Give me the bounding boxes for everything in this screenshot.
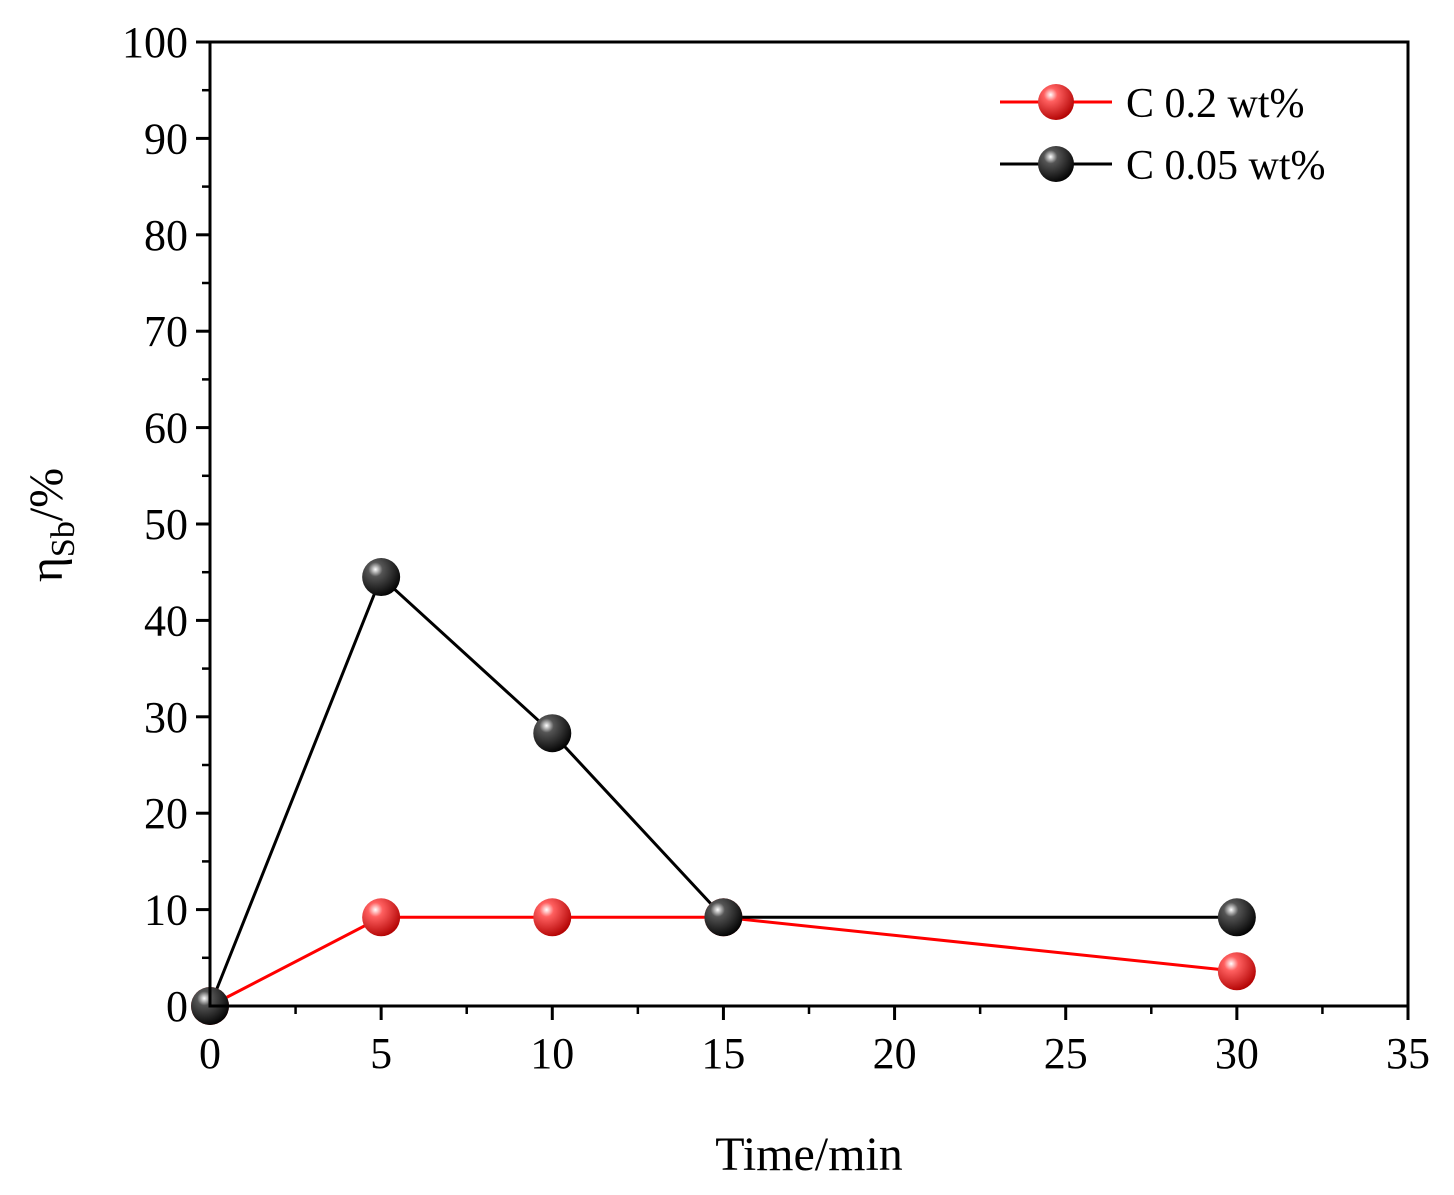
legend-item-c02: C 0.2 wt% [1000,81,1305,127]
series-line-c005 [208,574,1237,1007]
y-axis-title-sub: Sb [45,521,82,557]
series-layer [191,558,1256,1025]
y-tick-label: 70 [144,307,188,356]
y-tick-label: 20 [144,789,188,838]
y-axis-ticks: 0 10 20 30 40 50 60 70 80 90 100 [122,18,210,1031]
data-point-c005 [362,558,401,597]
y-tick-label: 40 [144,596,188,645]
y-tick-label: 60 [144,404,188,453]
legend-label-c02: C 0.2 wt% [1126,81,1305,127]
data-point-c005 [704,898,743,937]
data-point-c02 [362,898,401,937]
x-tick-label: 35 [1386,1029,1430,1078]
x-tick-label: 5 [370,1029,392,1078]
legend-marker-c02 [1038,84,1074,120]
y-tick-label: 90 [144,114,188,163]
x-tick-label: 0 [199,1029,221,1078]
x-tick-label: 15 [701,1029,745,1078]
x-tick-label: 25 [1044,1029,1088,1078]
legend-label-c005: C 0.05 wt% [1126,143,1326,189]
y-tick-label: 30 [144,693,188,742]
data-point-c02 [533,898,572,937]
y-tick-label: 10 [144,886,188,935]
x-tick-label: 30 [1215,1029,1259,1078]
plot-frame [208,40,1410,1008]
data-point-c005 [533,714,572,753]
x-tick-label: 20 [873,1029,917,1078]
legend: C 0.2 wt% C 0.05 wt% [1000,81,1326,189]
x-tick-label: 10 [530,1029,574,1078]
data-point-c02 [1217,952,1256,991]
legend-item-c005: C 0.05 wt% [1000,143,1326,189]
x-axis-ticks: 0 5 10 15 20 25 30 35 [199,1006,1430,1078]
y-axis-title-main: η [20,557,73,582]
x-axis-title: Time/min [715,1128,903,1181]
legend-marker-c005 [1038,146,1074,182]
y-tick-label: 50 [144,500,188,549]
y-axis-title: ηSb/% [20,468,82,582]
y-tick-label: 100 [122,18,188,67]
y-tick-label: 0 [166,982,188,1031]
data-point-c005 [1217,898,1256,937]
y-axis-title-suffix: /% [20,468,73,521]
y-tick-label: 80 [144,211,188,260]
